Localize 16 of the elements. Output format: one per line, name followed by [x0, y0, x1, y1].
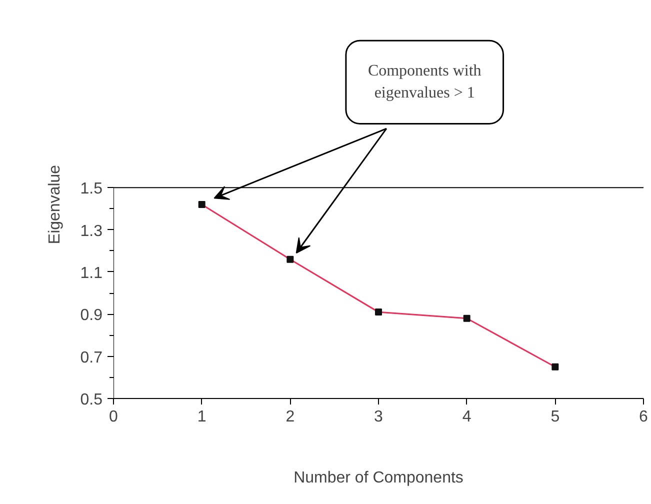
x-axis-title: Number of Components [294, 470, 464, 486]
y-tick-label: 0.9 [80, 307, 103, 324]
y-tick-label: 0.5 [80, 392, 103, 408]
y-tick-label: 1.5 [80, 180, 103, 198]
x-tick-label: 3 [374, 408, 384, 426]
x-tick-label: 0 [109, 408, 118, 426]
y-axis-title: Eigenvalue [46, 164, 64, 244]
y-tick-label: 0.7 [80, 349, 103, 366]
x-tick-label: 5 [550, 408, 560, 426]
y-tick-label: 1.1 [80, 264, 103, 282]
text: Components with eigenvalues > 1 [368, 62, 482, 102]
y-tick-label: 1.3 [80, 222, 103, 240]
x-tick-label: 6 [639, 408, 648, 426]
x-tick-label: 1 [197, 408, 206, 426]
x-tick-label: 4 [462, 408, 472, 426]
x-tick-label: 2 [286, 408, 295, 426]
